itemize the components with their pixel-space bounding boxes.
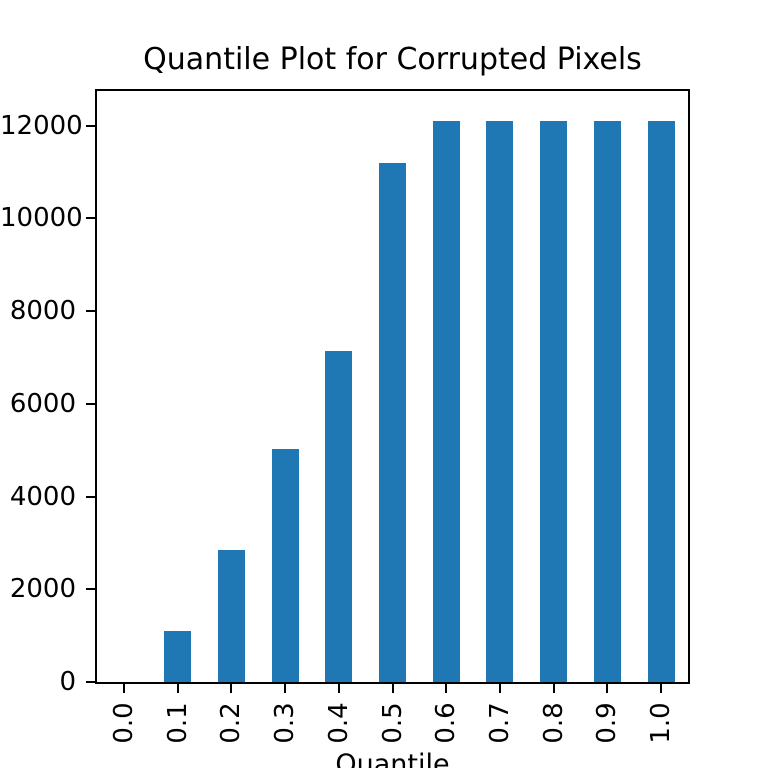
y-tick-mark: [86, 495, 95, 498]
bar: [271, 448, 299, 682]
x-tick-label: 0.4: [323, 702, 354, 744]
y-tick-mark: [86, 681, 95, 683]
bar: [540, 121, 568, 682]
chart-title: Quantile Plot for Corrupted Pixels: [143, 42, 642, 77]
bar: [593, 121, 621, 682]
x-tick-label: 0.7: [484, 702, 515, 744]
x-tick-mark: [284, 684, 287, 693]
y-tick-mark: [86, 310, 95, 313]
x-axis-label: Quantile: [335, 749, 450, 768]
x-tick-label: 1.0: [646, 702, 677, 744]
x-tick-label: 0.0: [108, 702, 139, 744]
bar: [164, 630, 192, 682]
bar: [325, 350, 353, 682]
y-tick-mark: [86, 402, 95, 405]
y-tick-mark: [86, 217, 95, 220]
x-tick-mark: [337, 684, 340, 693]
x-tick-mark: [230, 684, 233, 693]
x-tick-mark: [606, 684, 609, 693]
y-tick-label: 6000: [9, 388, 76, 419]
x-tick-label: 0.8: [538, 702, 569, 744]
x-tick-mark: [176, 684, 179, 693]
x-tick-mark: [391, 684, 394, 693]
y-tick-label: 0: [59, 667, 76, 697]
bar: [647, 121, 675, 682]
x-tick-label: 0.5: [377, 702, 408, 744]
x-tick-mark: [660, 684, 663, 693]
y-tick-label: 10000: [0, 203, 83, 234]
bar: [379, 162, 406, 682]
x-tick-label: 0.6: [431, 702, 462, 744]
x-tick-label: 0.3: [270, 702, 301, 744]
y-tick-label: 2000: [9, 574, 76, 605]
bar: [486, 121, 514, 682]
y-tick-mark: [86, 588, 95, 591]
x-tick-label: 0.9: [592, 702, 623, 744]
x-tick-mark: [445, 684, 448, 693]
x-tick-mark: [498, 684, 501, 693]
bar: [217, 549, 245, 682]
y-tick-label: 4000: [9, 481, 76, 512]
x-tick-mark: [122, 684, 125, 693]
x-tick-label: 0.2: [216, 702, 247, 744]
x-tick-label: 0.1: [162, 702, 193, 744]
y-tick-mark: [86, 124, 95, 127]
x-tick-mark: [552, 684, 555, 693]
y-tick-label: 8000: [9, 296, 76, 327]
y-tick-label: 12000: [0, 110, 83, 141]
bar: [432, 121, 460, 682]
